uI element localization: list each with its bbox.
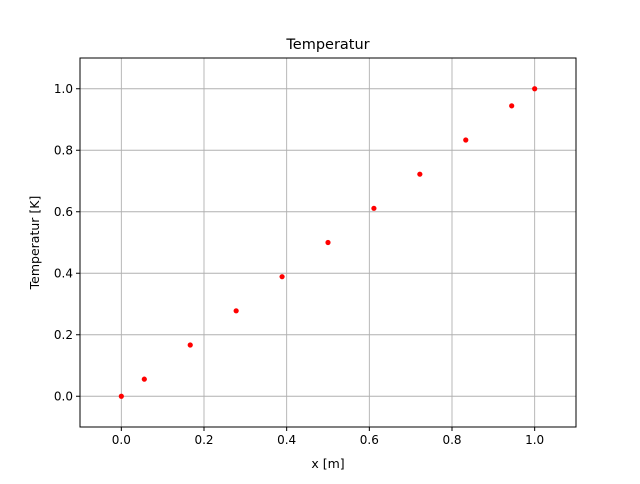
x-tick-label: 0.8 [442,433,461,447]
y-tick-label: 1.0 [54,82,73,96]
y-axis-label: Temperatur [K] [27,196,42,291]
data-point [509,103,515,109]
data-point [118,393,124,399]
y-tick-label: 0.0 [54,390,73,404]
x-tick-label: 0.2 [194,433,213,447]
x-tick-label: 0.0 [112,433,131,447]
plot-frame [79,57,577,428]
y-tick-label: 0.6 [54,205,73,219]
data-points [118,86,538,399]
x-tick-label: 0.6 [360,433,379,447]
data-point [371,205,377,211]
y-axis-ticks: 0.0 0.2 0.4 0.6 0.8 1.0 [54,82,80,404]
x-axis-ticks: 0.0 0.2 0.4 0.6 0.8 1.0 [112,427,544,447]
data-point [141,376,147,382]
y-tick-label: 0.4 [54,267,73,281]
data-point [187,342,193,348]
data-point [279,274,285,280]
data-point [233,308,239,314]
data-point [325,239,331,246]
data-point [463,137,469,143]
data-point [417,171,423,177]
grid-lines [80,58,576,427]
data-point [532,86,538,92]
y-tick-label: 0.8 [54,144,73,158]
x-axis-label: x [m] [311,456,344,471]
x-tick-label: 1.0 [525,433,544,447]
x-tick-label: 0.4 [277,433,296,447]
y-tick-label: 0.2 [54,328,73,342]
chart-title: Temperatur [285,37,369,53]
